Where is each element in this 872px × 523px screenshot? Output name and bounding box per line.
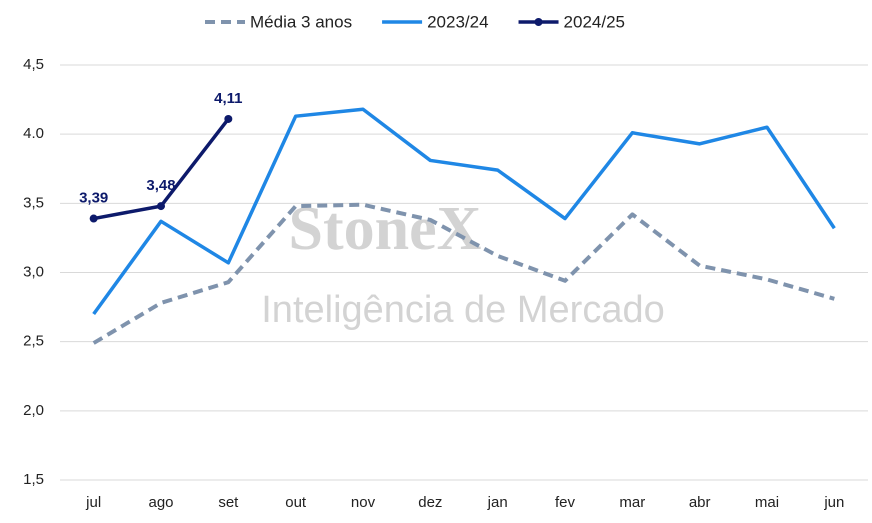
y-tick-label: 4.0 (23, 125, 44, 142)
point-marker (157, 202, 165, 211)
data-label: 3,48 (146, 177, 175, 194)
y-tick-label: 3,5 (23, 194, 44, 211)
y-tick-label: 1,5 (23, 471, 44, 488)
x-tick-label: jul (85, 494, 101, 511)
x-tick-label: mai (755, 494, 779, 511)
x-tick-label: dez (418, 494, 442, 511)
x-tick-label: mar (619, 494, 645, 511)
legend-marker (534, 18, 543, 26)
x-tick-label: out (285, 494, 307, 511)
watermark-subtitle: Inteligência de Mercado (261, 289, 664, 331)
series-line (92, 107, 836, 316)
legend-label: Média 3 anos (250, 12, 352, 31)
point-marker (89, 214, 98, 223)
x-tick-label: nov (351, 494, 376, 511)
y-tick-label: 2,5 (23, 333, 44, 350)
x-tick-label: fev (555, 494, 576, 511)
x-tick-label: jun (823, 494, 844, 511)
x-tick-label: ago (148, 494, 173, 511)
data-label: 4,11 (214, 90, 242, 107)
y-tick-label: 4,5 (23, 56, 44, 73)
data-label: 3,39 (79, 190, 108, 207)
y-tick-label: 3,0 (23, 263, 44, 280)
x-tick-label: jan (487, 494, 508, 511)
series-line (92, 202, 835, 345)
x-tick-label: set (218, 494, 239, 511)
point-marker (224, 114, 233, 123)
legend-label: 2024/25 (564, 12, 625, 31)
x-tick-label: abr (689, 494, 711, 511)
y-tick-label: 2,0 (23, 402, 44, 419)
legend-label: 2023/24 (427, 12, 488, 31)
